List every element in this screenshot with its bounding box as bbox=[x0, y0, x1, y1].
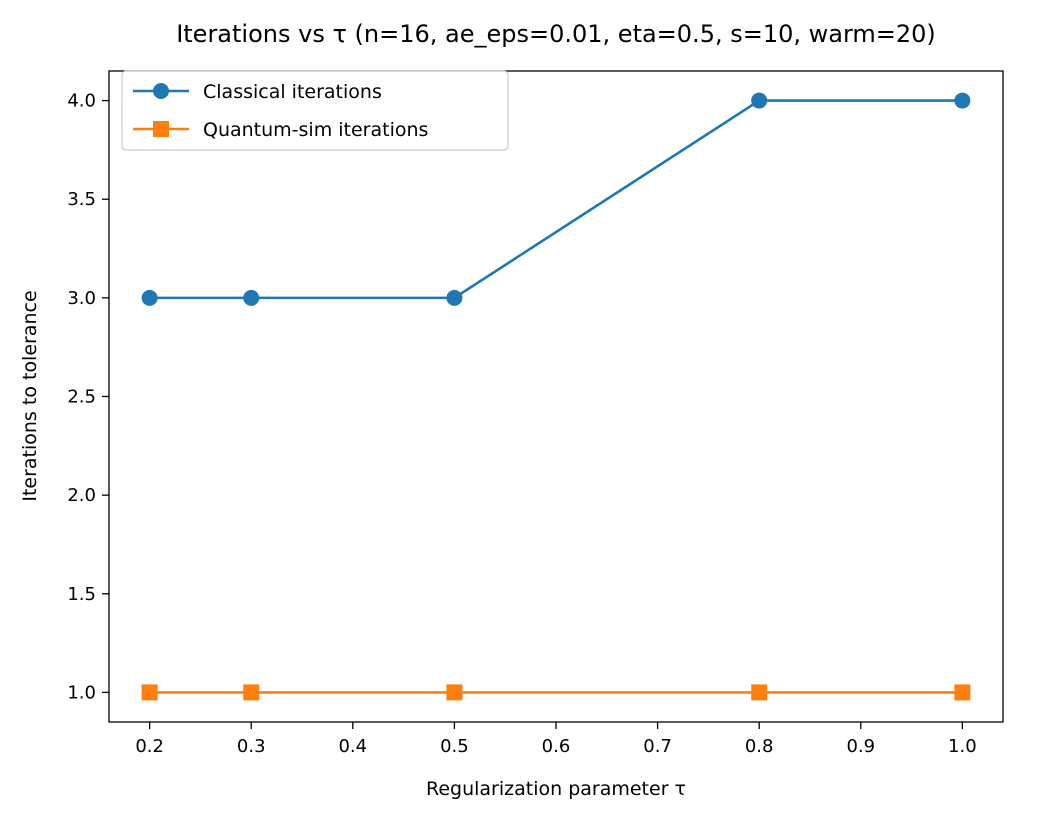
series-layer bbox=[141, 92, 971, 701]
data-point bbox=[141, 289, 158, 306]
x-tick-label: 0.5 bbox=[440, 736, 469, 757]
y-tick-label: 1.5 bbox=[67, 584, 96, 605]
x-tick-label: 0.9 bbox=[846, 736, 875, 757]
y-axis-ticks: 1.0 1.5 2.0 2.5 3.0 3.5 4.0 bbox=[67, 91, 109, 703]
x-tick-label: 0.7 bbox=[643, 736, 672, 757]
data-point bbox=[954, 92, 971, 109]
data-point bbox=[954, 684, 971, 701]
chart-title: Iterations vs τ (n=16, ae_eps=0.01, eta=… bbox=[176, 20, 936, 48]
legend-marker bbox=[153, 121, 169, 137]
x-axis-label: Regularization parameter τ bbox=[426, 778, 686, 800]
y-axis-label: Iterations to tolerance bbox=[19, 290, 41, 501]
axes-frame bbox=[108, 70, 1004, 723]
y-tick-label: 3.0 bbox=[67, 288, 96, 309]
data-point bbox=[141, 684, 158, 701]
legend: Classical iterations Quantum-sim iteratio… bbox=[121, 70, 509, 151]
x-tick-label: 0.2 bbox=[135, 736, 164, 757]
x-axis-ticks: 0.2 0.3 0.4 0.5 0.6 0.7 0.8 0.9 1.0 bbox=[135, 722, 977, 757]
data-point bbox=[751, 684, 768, 701]
x-tick-label: 0.8 bbox=[745, 736, 774, 757]
legend-label: Quantum-sim iterations bbox=[203, 119, 428, 141]
x-tick-label: 0.3 bbox=[237, 736, 266, 757]
x-tick-label: 0.4 bbox=[338, 736, 367, 757]
data-point bbox=[243, 289, 260, 306]
data-point bbox=[751, 92, 768, 109]
y-tick-label: 4.0 bbox=[67, 91, 96, 112]
y-tick-label: 3.5 bbox=[67, 189, 96, 210]
x-tick-label: 0.6 bbox=[542, 736, 571, 757]
data-point bbox=[446, 684, 463, 701]
y-tick-label: 2.0 bbox=[67, 485, 96, 506]
data-point bbox=[446, 289, 463, 306]
y-tick-label: 2.5 bbox=[67, 387, 96, 408]
plot-area bbox=[108, 70, 1004, 723]
data-point bbox=[243, 684, 260, 701]
y-tick-label: 1.0 bbox=[67, 682, 96, 703]
legend-marker bbox=[153, 83, 169, 99]
x-tick-label: 1.0 bbox=[948, 736, 977, 757]
legend-label: Classical iterations bbox=[203, 81, 382, 103]
legend-box bbox=[121, 70, 509, 151]
